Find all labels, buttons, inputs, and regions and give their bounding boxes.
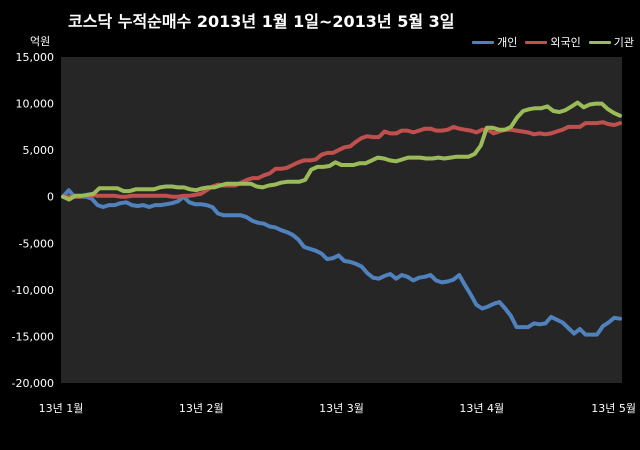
series-line-foreign [61,120,622,199]
series-lines [61,100,622,337]
chart-legend: 개인 외국인 기관 [472,34,634,50]
series-line-institution [61,100,622,202]
y-tick-label: 0 [47,191,54,204]
y-axis: 15,000 10,000 5,000 0 -5,000 -10,000 -15,000 -2… [12,51,54,390]
y-tick-label: -10,000 [12,284,54,297]
y-tick-label: -5,000 [19,237,54,250]
legend-label-foreign: 외국인 [550,36,581,49]
y-tick-label: 5,000 [23,144,55,157]
legend-swatch-individual [472,40,495,44]
legend-label-institution: 기관 [613,36,634,49]
legend-item-foreign: 외국인 [525,34,581,50]
legend-swatch-foreign [525,40,548,44]
chart-title: 코스닥 누적순매수 2013년 1월 1일~2013년 5월 3일 [68,12,455,31]
y-tick-label: -20,000 [12,377,54,390]
legend-swatch-institution [588,40,611,44]
legend-label-individual: 개인 [497,36,518,49]
x-tick-label: 13년 2월 [179,402,224,415]
y-tick-label: 15,000 [16,51,55,64]
x-tick-label: 13년 4월 [459,402,504,415]
x-tick-label: 13년 3월 [319,402,364,415]
x-tick-label: 13년 5월 [591,402,636,415]
y-axis-unit-label: 억원 [30,35,51,48]
x-tick-label: 13년 1월 [39,402,84,415]
series-line-individual [61,188,622,337]
legend-item-institution: 기관 [588,34,634,50]
y-tick-label: 10,000 [16,98,55,111]
x-axis: 13년 1월 13년 2월 13년 3월 13년 4월 13년 5월 [39,402,636,415]
y-tick-label: -15,000 [12,330,54,343]
legend-item-individual: 개인 [472,34,517,50]
plot-area [61,57,622,383]
